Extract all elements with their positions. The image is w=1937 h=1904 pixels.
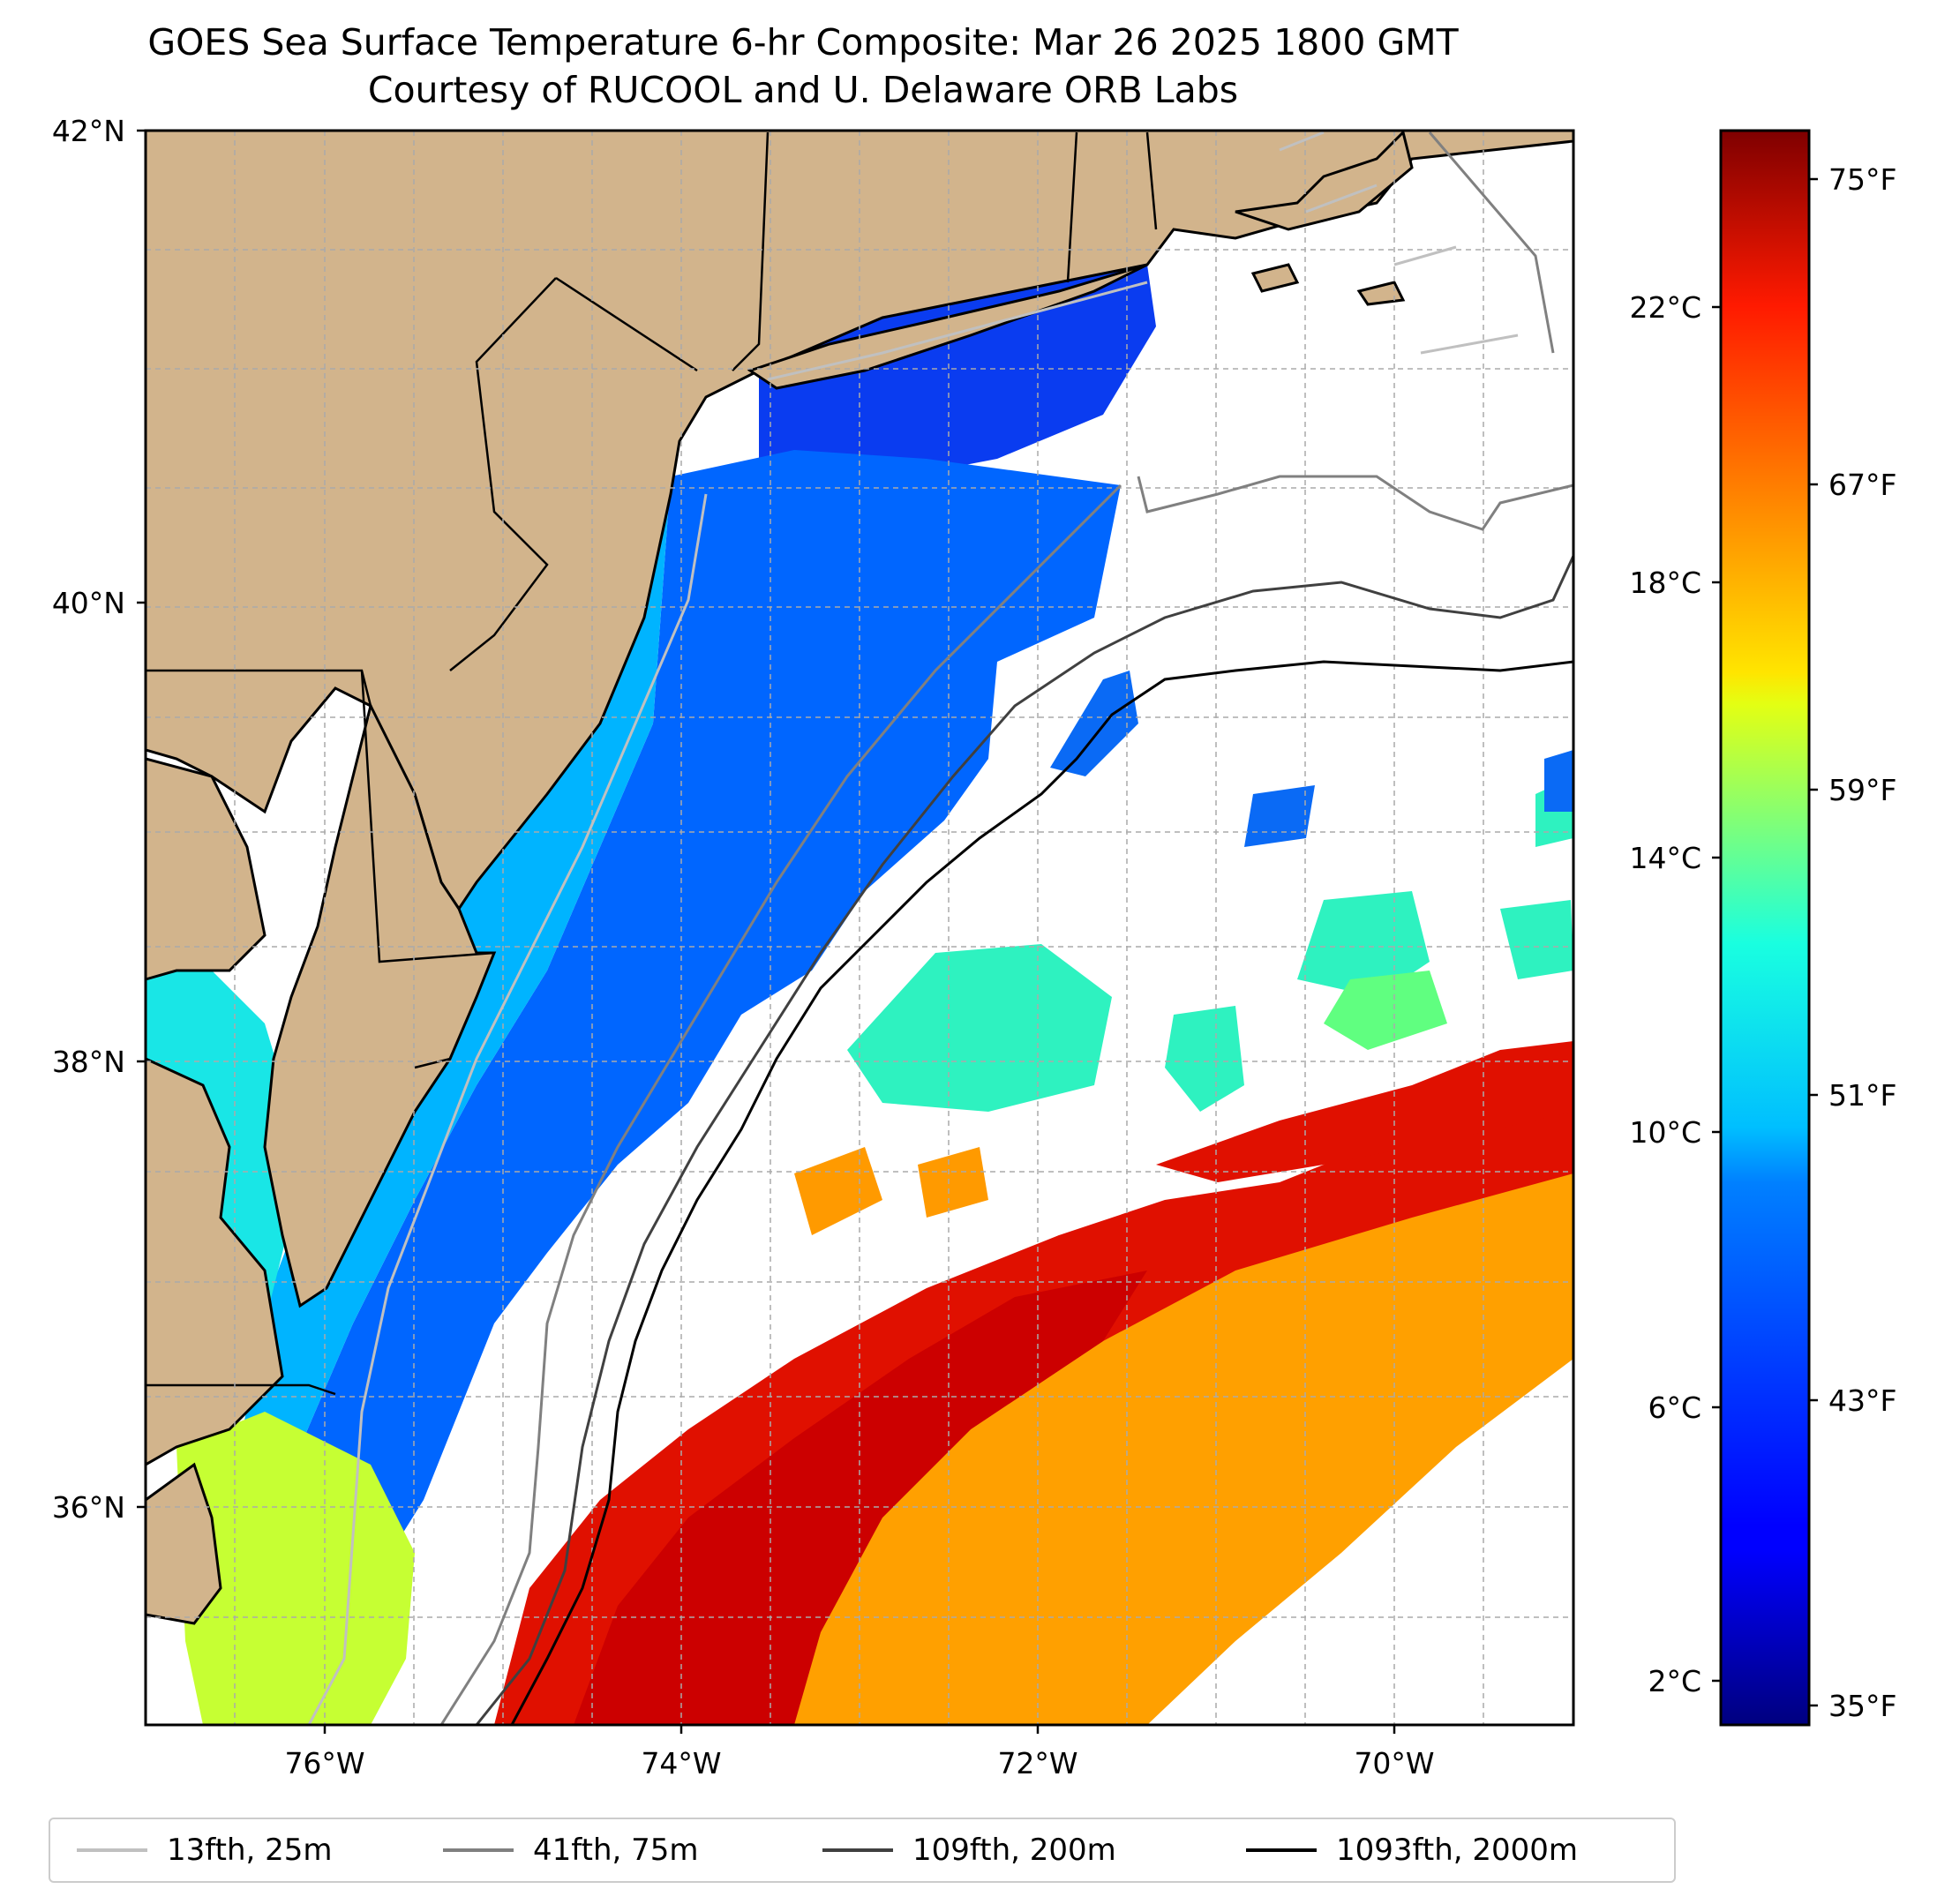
colorbar-fahrenheit-label: 59°F [1828, 773, 1896, 807]
colorbar-celsius-label: 6°C [1648, 1391, 1701, 1425]
colorbar-celsius-label: 14°C [1629, 841, 1701, 875]
colorbar-fahrenheit-label: 43°F [1828, 1383, 1896, 1418]
sst-north-wall-red [1156, 1041, 1573, 1182]
legend-label: 109fth, 200m [912, 1833, 1116, 1868]
colorbar-fahrenheit-label: 51°F [1828, 1078, 1896, 1113]
legend-item-2000m: 1093fth, 2000m [1246, 1819, 1578, 1881]
gridlines [146, 131, 1573, 1725]
sst-blue-patches [1050, 671, 1573, 847]
contour-25m [307, 131, 1519, 1725]
legend-item-200m: 109fth, 200m [822, 1819, 1116, 1881]
legend-item-25m: 13fth, 25m [77, 1819, 333, 1881]
map-frame [144, 129, 1575, 1727]
colorbar-celsius-label: 10°C [1629, 1115, 1701, 1150]
axis-ticks [137, 129, 1396, 1734]
chart-subtitle: Courtesy of RUCOOL and U. Delaware ORB L… [367, 69, 1239, 111]
lat-label: 38°N [52, 1045, 125, 1079]
sst-orange-patch [794, 1147, 988, 1235]
legend-label: 41fth, 75m [533, 1833, 699, 1868]
state-borders [146, 131, 1158, 1396]
colorbar-fahrenheit-label: 67°F [1828, 468, 1896, 502]
colorbar-celsius-label: 18°C [1629, 566, 1701, 600]
map-area [146, 131, 1573, 1725]
lat-label: 36°N [52, 1490, 125, 1525]
legend-swatch [1246, 1848, 1317, 1852]
legend: 13fth, 25m 41fth, 75m 109fth, 200m 1093f… [49, 1818, 1676, 1883]
colorbar-celsius-label: 22°C [1629, 290, 1701, 325]
contour-75m [439, 131, 1573, 1725]
colorbar-celsius-label: 2°C [1648, 1664, 1701, 1698]
colorbar-ticks [1712, 177, 1818, 1707]
colorbar-fahrenheit-label: 35°F [1828, 1689, 1896, 1723]
land-virginia [146, 757, 284, 1466]
lon-label: 74°W [641, 1746, 721, 1780]
lon-label: 72°W [997, 1746, 1077, 1780]
land-nc [146, 1462, 222, 1625]
contour-200m [475, 555, 1573, 1725]
sst-cyan-patches [847, 776, 1573, 1112]
legend-item-75m: 41fth, 75m [443, 1819, 699, 1881]
lon-label: 70°W [1354, 1746, 1434, 1780]
chart-title: GOES Sea Surface Temperature 6-hr Compos… [147, 21, 1459, 64]
land-delmarva [263, 701, 497, 1308]
sst-cold-shelf [759, 265, 1156, 481]
colorbar [1719, 129, 1811, 1727]
sst-shelf-blue [291, 450, 1121, 1606]
sst-gulfstream-core [574, 1271, 1147, 1725]
legend-swatch [822, 1848, 893, 1852]
sst-green-patch [1324, 971, 1447, 1050]
legend-label: 1093fth, 2000m [1336, 1833, 1579, 1868]
legend-swatch [77, 1848, 147, 1852]
lat-label: 40°N [52, 586, 125, 620]
colorbar-fahrenheit-label: 75°F [1828, 162, 1896, 197]
legend-swatch [443, 1848, 514, 1852]
contour-2000m [510, 660, 1573, 1725]
lat-label: 42°N [52, 114, 125, 148]
land-capecod [1235, 131, 1414, 306]
legend-label: 13fth, 25m [167, 1833, 333, 1868]
lon-label: 76°W [284, 1746, 364, 1780]
